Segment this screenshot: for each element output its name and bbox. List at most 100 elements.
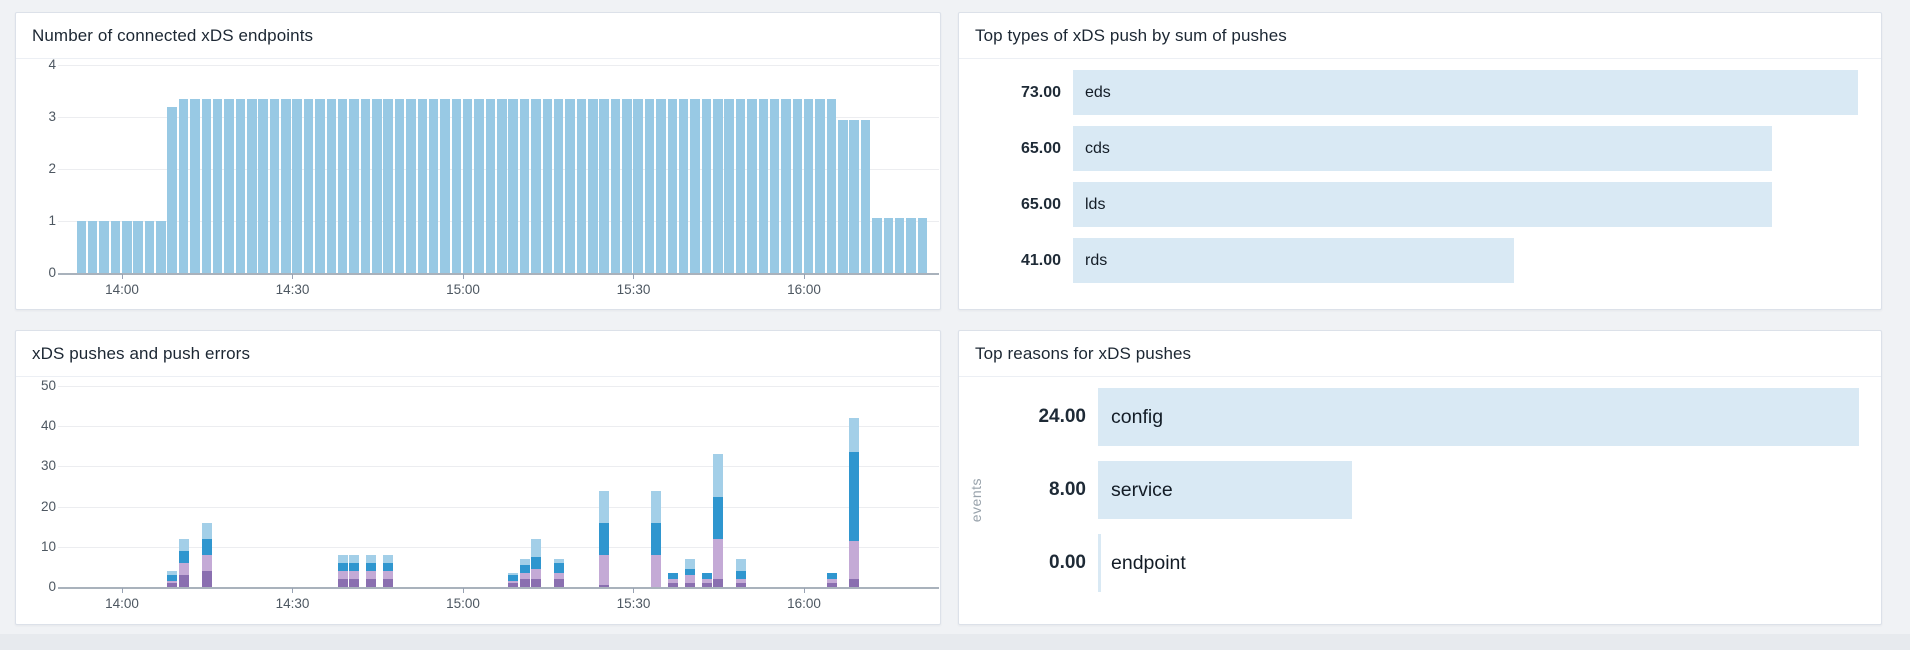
endpoints-bar[interactable] [633,98,643,273]
endpoints-bar[interactable] [201,98,212,273]
endpoints-bar[interactable] [803,98,814,273]
hbar-rds[interactable] [1073,238,1514,283]
pushes-stacked-bar-segment[interactable] [167,570,178,575]
endpoints-bar[interactable] [667,98,678,273]
pushes-stacked-bar-segment[interactable] [383,554,394,563]
pushes-stacked-bar-segment[interactable] [701,572,712,579]
pushes-stacked-bar-segment[interactable] [713,454,724,497]
pushes-stacked-bar-segment[interactable] [849,578,860,587]
endpoints-bar[interactable] [315,98,325,273]
endpoints-bar[interactable] [747,98,757,273]
pushes-stacked-bar-segment[interactable] [337,554,348,563]
hbar-service[interactable] [1098,461,1352,519]
panel-endpoints-title[interactable]: Number of connected xDS endpoints [32,25,314,45]
endpoints-bar[interactable] [269,98,280,273]
pushes-stacked-bar-segment[interactable] [167,580,178,583]
pushes-stacked-bar-segment[interactable] [531,538,542,557]
endpoints-bar[interactable] [110,221,121,273]
pushes-stacked-bar-segment[interactable] [599,522,610,555]
pushes-stacked-bar-segment[interactable] [366,578,377,587]
endpoints-bar[interactable] [735,98,746,273]
pushes-stacked-bar-segment[interactable] [178,538,189,551]
pushes-stacked-bar-segment[interactable] [735,570,746,579]
endpoints-bar[interactable] [122,221,132,273]
endpoints-bar[interactable] [474,98,484,273]
endpoints-bar[interactable] [326,98,337,273]
pushes-stacked-bar-segment[interactable] [701,578,712,583]
pushes-stacked-bar-segment[interactable] [531,568,542,579]
pushes-stacked-bar-segment[interactable] [349,570,360,579]
endpoints-bar[interactable] [656,98,666,273]
pushes-stacked-bar-segment[interactable] [201,538,212,555]
pushes-stacked-bar-segment[interactable] [849,540,860,579]
endpoints-bar[interactable] [894,218,905,273]
endpoints-bar[interactable] [462,98,473,273]
endpoints-bar[interactable] [815,98,825,273]
endpoints-bar[interactable] [599,98,609,273]
endpoints-bar[interactable] [769,98,780,273]
pushes-stacked-bar-segment[interactable] [684,558,695,569]
pushes-stacked-bar-segment[interactable] [519,572,530,579]
pushes-stacked-bar-segment[interactable] [508,572,519,575]
pushes-stacked-bar-segment[interactable] [713,538,724,579]
hbar-eds[interactable] [1073,70,1858,115]
panel-push-reasons-title[interactable]: Top reasons for xDS pushes [975,343,1192,363]
endpoints-bar[interactable] [508,98,518,273]
pushes-stacked-bar-segment[interactable] [849,418,860,453]
endpoints-bar[interactable] [281,98,291,273]
pushes-stacked-bar-segment[interactable] [178,550,189,563]
pushes-stacked-bar-segment[interactable] [667,582,678,587]
pushes-stacked-bar-segment[interactable] [713,578,724,587]
pushes-stacked-bar-segment[interactable] [201,554,212,571]
pushes-stacked-bar-segment[interactable] [201,522,212,539]
endpoints-bar[interactable] [872,218,882,273]
pushes-stacked-bar-segment[interactable] [826,582,837,587]
pushes-stacked-bar-segment[interactable] [650,522,661,555]
pushes-stacked-bar-segment[interactable] [531,556,542,569]
endpoints-bar[interactable] [167,106,177,273]
pushes-stacked-bar-segment[interactable] [650,490,661,523]
hbar-endpoint[interactable] [1098,534,1101,592]
endpoints-bar[interactable] [849,119,859,273]
pushes-stacked-bar-segment[interactable] [826,572,837,579]
endpoints-bar[interactable] [406,98,416,273]
pushes-stacked-bar-segment[interactable] [735,558,746,571]
endpoints-bar[interactable] [212,98,223,273]
endpoints-bar[interactable] [303,98,314,273]
endpoints-bar[interactable] [758,98,769,273]
endpoints-bar[interactable] [190,98,200,273]
endpoints-bar[interactable] [178,98,189,273]
pushes-stacked-bar-segment[interactable] [366,554,377,563]
endpoints-bar[interactable] [565,98,575,273]
endpoints-bar[interactable] [644,98,655,273]
endpoints-bar[interactable] [292,98,302,273]
pushes-stacked-bar-segment[interactable] [684,568,695,575]
pushes-stacked-bar-segment[interactable] [553,578,564,587]
pushes-stacked-bar-segment[interactable] [519,578,530,587]
endpoints-bar[interactable] [531,98,541,273]
hbar-cds[interactable] [1073,126,1772,171]
endpoints-bar[interactable] [519,98,530,273]
pushes-stacked-bar-segment[interactable] [599,490,610,523]
endpoints-bar[interactable] [451,98,462,273]
endpoints-bar[interactable] [781,98,791,273]
pushes-stacked-bar-segment[interactable] [349,562,360,571]
pushes-stacked-bar-segment[interactable] [366,570,377,579]
pushes-stacked-bar-segment[interactable] [713,496,724,539]
pushes-stacked-bar-segment[interactable] [701,582,712,587]
pushes-stacked-bar-segment[interactable] [383,562,394,571]
hbar-config[interactable] [1098,388,1859,446]
endpoints-bar[interactable] [258,98,268,273]
pushes-stacked-bar-segment[interactable] [383,578,394,587]
pushes-stacked-bar-segment[interactable] [599,554,610,585]
pushes-stacked-bar-segment[interactable] [599,584,610,587]
pushes-stacked-bar-segment[interactable] [531,578,542,587]
endpoints-bar[interactable] [133,221,143,273]
endpoints-bar[interactable] [337,98,348,273]
endpoints-bar[interactable] [87,221,98,273]
pushes-stacked-bar-segment[interactable] [337,570,348,579]
endpoints-bar[interactable] [588,98,598,273]
pushes-stacked-bar-segment[interactable] [167,574,178,581]
pushes-stacked-bar-segment[interactable] [383,570,394,579]
pushes-stacked-bar-segment[interactable] [201,570,212,587]
